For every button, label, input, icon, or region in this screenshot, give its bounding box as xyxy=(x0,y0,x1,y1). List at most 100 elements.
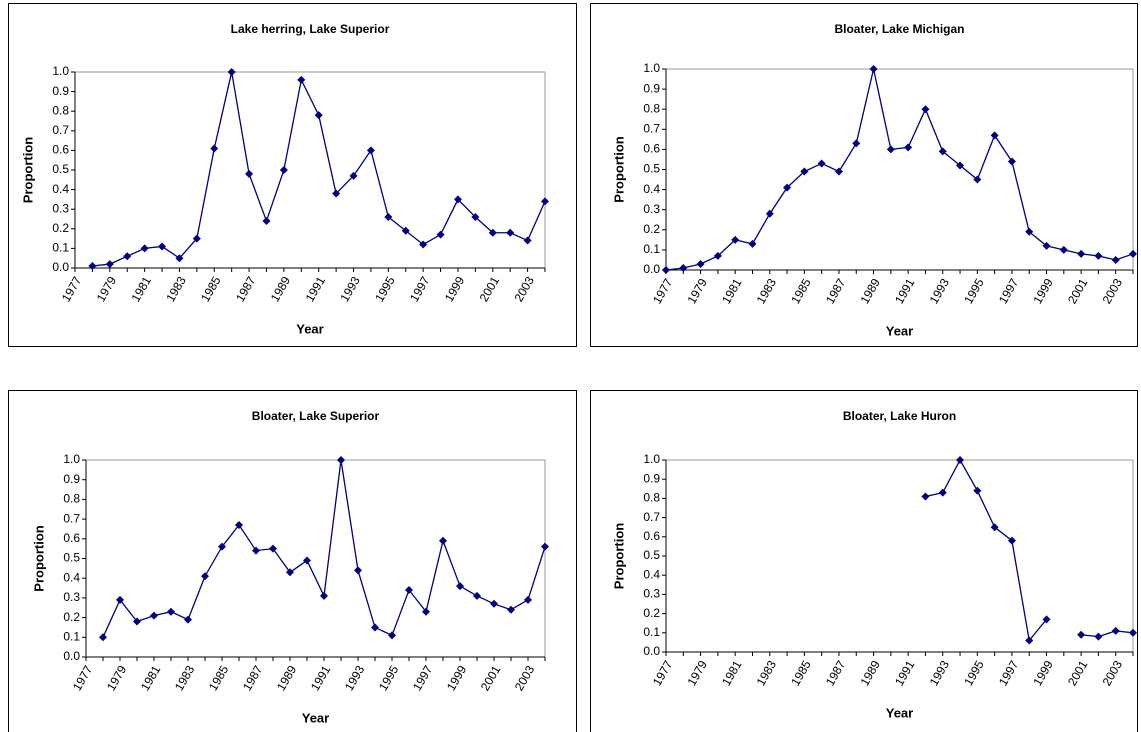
data-point xyxy=(116,595,124,604)
x-axis-label: Year xyxy=(296,321,323,336)
data-point xyxy=(286,568,294,577)
y-tick-label: 0.5 xyxy=(643,548,660,562)
data-point xyxy=(235,521,243,530)
data-point xyxy=(1094,632,1103,641)
y-tick-label: 0.3 xyxy=(52,201,69,215)
data-point xyxy=(422,607,430,616)
data-point xyxy=(99,633,107,642)
data-point xyxy=(158,242,167,251)
data-point xyxy=(921,105,930,114)
y-tick-label: 0.8 xyxy=(52,103,69,117)
data-point xyxy=(218,542,226,551)
data-point xyxy=(904,143,913,152)
data-point xyxy=(1077,630,1086,639)
y-tick-label: 0.3 xyxy=(643,202,660,216)
panel-border xyxy=(590,3,1138,347)
data-point xyxy=(1025,227,1034,236)
y-tick-label: 0.6 xyxy=(63,531,80,545)
data-point xyxy=(990,131,999,140)
y-tick-label: 0.8 xyxy=(643,101,660,115)
y-tick-label: 0.9 xyxy=(643,471,660,485)
data-point xyxy=(279,166,288,174)
data-point xyxy=(938,488,947,497)
data-point xyxy=(201,572,209,581)
y-axis-label: Proportion xyxy=(31,525,46,591)
chart-panel: Bloater, Lake Superior Year Proportion 0.0 0… xyxy=(8,390,577,732)
data-point xyxy=(439,536,447,545)
data-point xyxy=(834,167,843,176)
y-tick-label: 0.3 xyxy=(643,587,660,601)
data-point xyxy=(869,65,878,73)
y-tick-label: 0.0 xyxy=(63,649,80,663)
data-point xyxy=(192,234,201,243)
data-point xyxy=(473,591,481,600)
data-point xyxy=(337,456,345,464)
data-point xyxy=(1077,249,1086,258)
y-tick-label: 0.4 xyxy=(63,570,80,584)
y-tick-label: 1.0 xyxy=(63,452,80,466)
data-point xyxy=(713,251,722,260)
y-tick-label: 0.7 xyxy=(643,510,660,524)
y-tick-label: 0.4 xyxy=(52,182,69,196)
y-tick-label: 0.7 xyxy=(52,123,69,137)
data-point xyxy=(956,456,965,464)
chart-panel: Lake herring, Lake Superior Year Proportio… xyxy=(8,3,577,347)
data-point xyxy=(1042,241,1051,250)
data-point xyxy=(817,159,826,168)
chart-panel: Bloater, Lake Huron Year Proportion 0.0 0.1 0… xyxy=(590,390,1138,732)
data-point xyxy=(88,262,97,271)
data-point xyxy=(1042,615,1051,624)
data-point xyxy=(419,240,428,249)
data-point xyxy=(1007,157,1016,166)
data-line xyxy=(925,458,1134,642)
y-tick-label: 0.6 xyxy=(643,529,660,543)
data-point xyxy=(388,631,396,640)
x-axis-label: Year xyxy=(886,705,913,720)
data-point xyxy=(436,230,445,239)
y-tick-label: 0.5 xyxy=(63,551,80,565)
data-point xyxy=(490,599,498,608)
data-point xyxy=(679,263,688,272)
data-point xyxy=(184,615,192,624)
data-point xyxy=(314,111,323,120)
y-tick-label: 0.0 xyxy=(52,260,69,274)
y-tick-label: 0.5 xyxy=(643,162,660,176)
y-tick-label: 0.9 xyxy=(52,84,69,98)
data-point xyxy=(175,254,184,263)
data-point xyxy=(371,623,379,632)
y-tick-label: 0.1 xyxy=(643,242,660,256)
data-point xyxy=(488,228,497,237)
y-tick-label: 0.6 xyxy=(52,143,69,157)
chart-title: Lake herring, Lake Superior xyxy=(231,22,390,36)
data-point xyxy=(852,139,861,148)
y-tick-label: 0.1 xyxy=(63,629,80,643)
data-point xyxy=(227,68,236,76)
y-tick-label: 0.6 xyxy=(643,142,660,156)
data-point xyxy=(886,145,895,154)
data-point xyxy=(731,235,740,244)
x-axis-label: Year xyxy=(302,710,329,725)
y-axis-label: Proportion xyxy=(20,137,35,203)
data-point xyxy=(541,197,549,206)
chart-title: Bloater, Lake Huron xyxy=(843,409,956,423)
data-point xyxy=(1007,536,1016,545)
y-axis-label: Proportion xyxy=(611,136,626,202)
data-point xyxy=(349,171,358,180)
y-tick-label: 0.9 xyxy=(643,81,660,95)
data-point xyxy=(332,189,341,198)
data-point xyxy=(354,566,362,575)
data-point xyxy=(150,611,158,620)
data-point xyxy=(662,266,670,274)
y-tick-label: 0.7 xyxy=(643,121,660,135)
y-tick-label: 0.1 xyxy=(52,241,69,255)
chart-title: Bloater, Lake Michigan xyxy=(834,22,964,36)
data-point xyxy=(384,213,393,222)
data-point xyxy=(405,586,413,595)
chart-title: Bloater, Lake Superior xyxy=(252,409,380,423)
y-tick-label: 0.2 xyxy=(643,222,660,236)
data-point xyxy=(506,228,515,237)
data-point xyxy=(366,146,375,155)
y-axis-label: Proportion xyxy=(611,523,626,589)
data-point xyxy=(1111,255,1120,264)
data-point xyxy=(956,161,965,170)
